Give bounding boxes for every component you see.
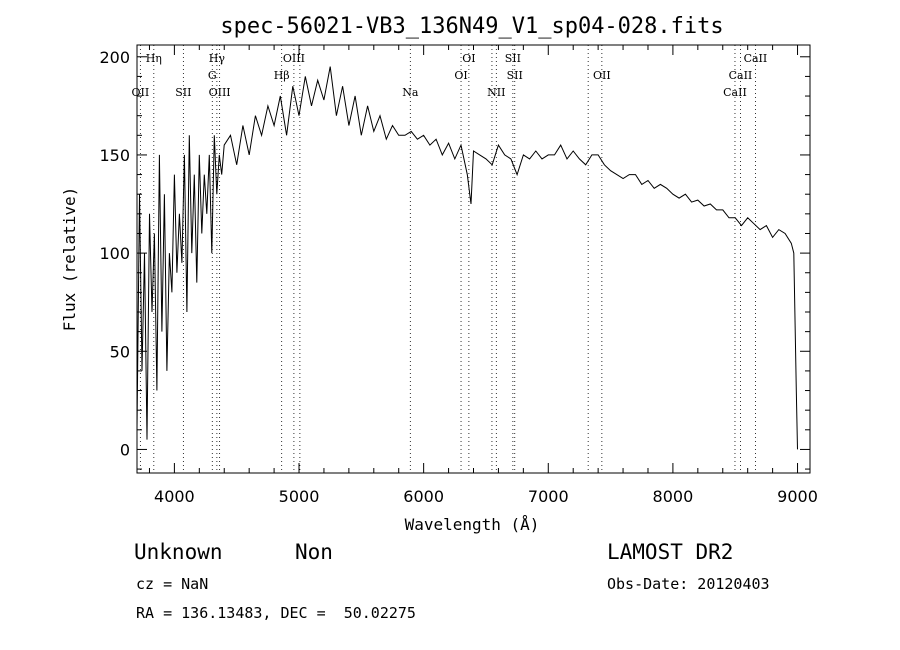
line-marker-label: Na [402, 86, 419, 99]
line-marker-label: OIII [283, 52, 305, 65]
object-class: Unknown [134, 540, 223, 564]
data-release: LAMOST DR2 [607, 540, 734, 564]
x-tick-label: 6000 [403, 487, 444, 506]
line-marker-label: CaII [723, 86, 747, 99]
chart-title: spec-56021-VB3_136N49_V1_sp04-028.fits [220, 14, 723, 39]
line-marker-label: NII [487, 86, 505, 99]
line-marker-label: SII [505, 52, 521, 65]
line-marker-label: G [208, 69, 217, 82]
line-marker-label: CaII [729, 69, 753, 82]
spectrum-line [136, 66, 798, 450]
y-tick-label: 200 [99, 48, 130, 67]
line-marker-label: Hβ [274, 69, 290, 82]
line-marker-label: OI [462, 52, 475, 65]
x-tick-label: 7000 [528, 487, 569, 506]
x-axis-label: Wavelength (Å) [405, 515, 540, 534]
line-marker-label: CaII [744, 52, 768, 65]
obs-date: Obs-Date: 20120403 [607, 575, 770, 593]
line-marker-label: SII [175, 86, 191, 99]
object-subclass: Non [295, 540, 333, 564]
plot-frame [136, 44, 811, 474]
line-marker-label: OIII [209, 86, 231, 99]
x-tick-label: 9000 [777, 487, 818, 506]
redshift-cz: cz = NaN [136, 575, 209, 593]
coordinates: RA = 136.13483, DEC = 50.02275 [136, 604, 416, 622]
line-marker-label: Hη [146, 52, 162, 65]
y-tick-label: 100 [99, 244, 130, 263]
y-axis-label: Flux (relative) [60, 187, 79, 332]
x-tick-label: 4000 [154, 487, 195, 506]
y-tick-label: 150 [99, 146, 130, 165]
x-tick-label: 8000 [653, 487, 694, 506]
x-tick-label: 5000 [279, 487, 320, 506]
line-marker-label: Hγ [209, 52, 226, 65]
line-marker-label: SII [507, 69, 523, 82]
y-tick-label: 50 [110, 342, 130, 361]
y-tick-label: 0 [120, 440, 130, 459]
line-marker-label: OI [454, 69, 467, 82]
line-marker-label: OII [132, 86, 150, 99]
x-axis: 4000 5000 6000 7000 8000 9000 [148, 45, 818, 506]
y-axis: 0 50 100 150 200 [99, 48, 810, 470]
line-marker-label: OII [593, 69, 611, 82]
